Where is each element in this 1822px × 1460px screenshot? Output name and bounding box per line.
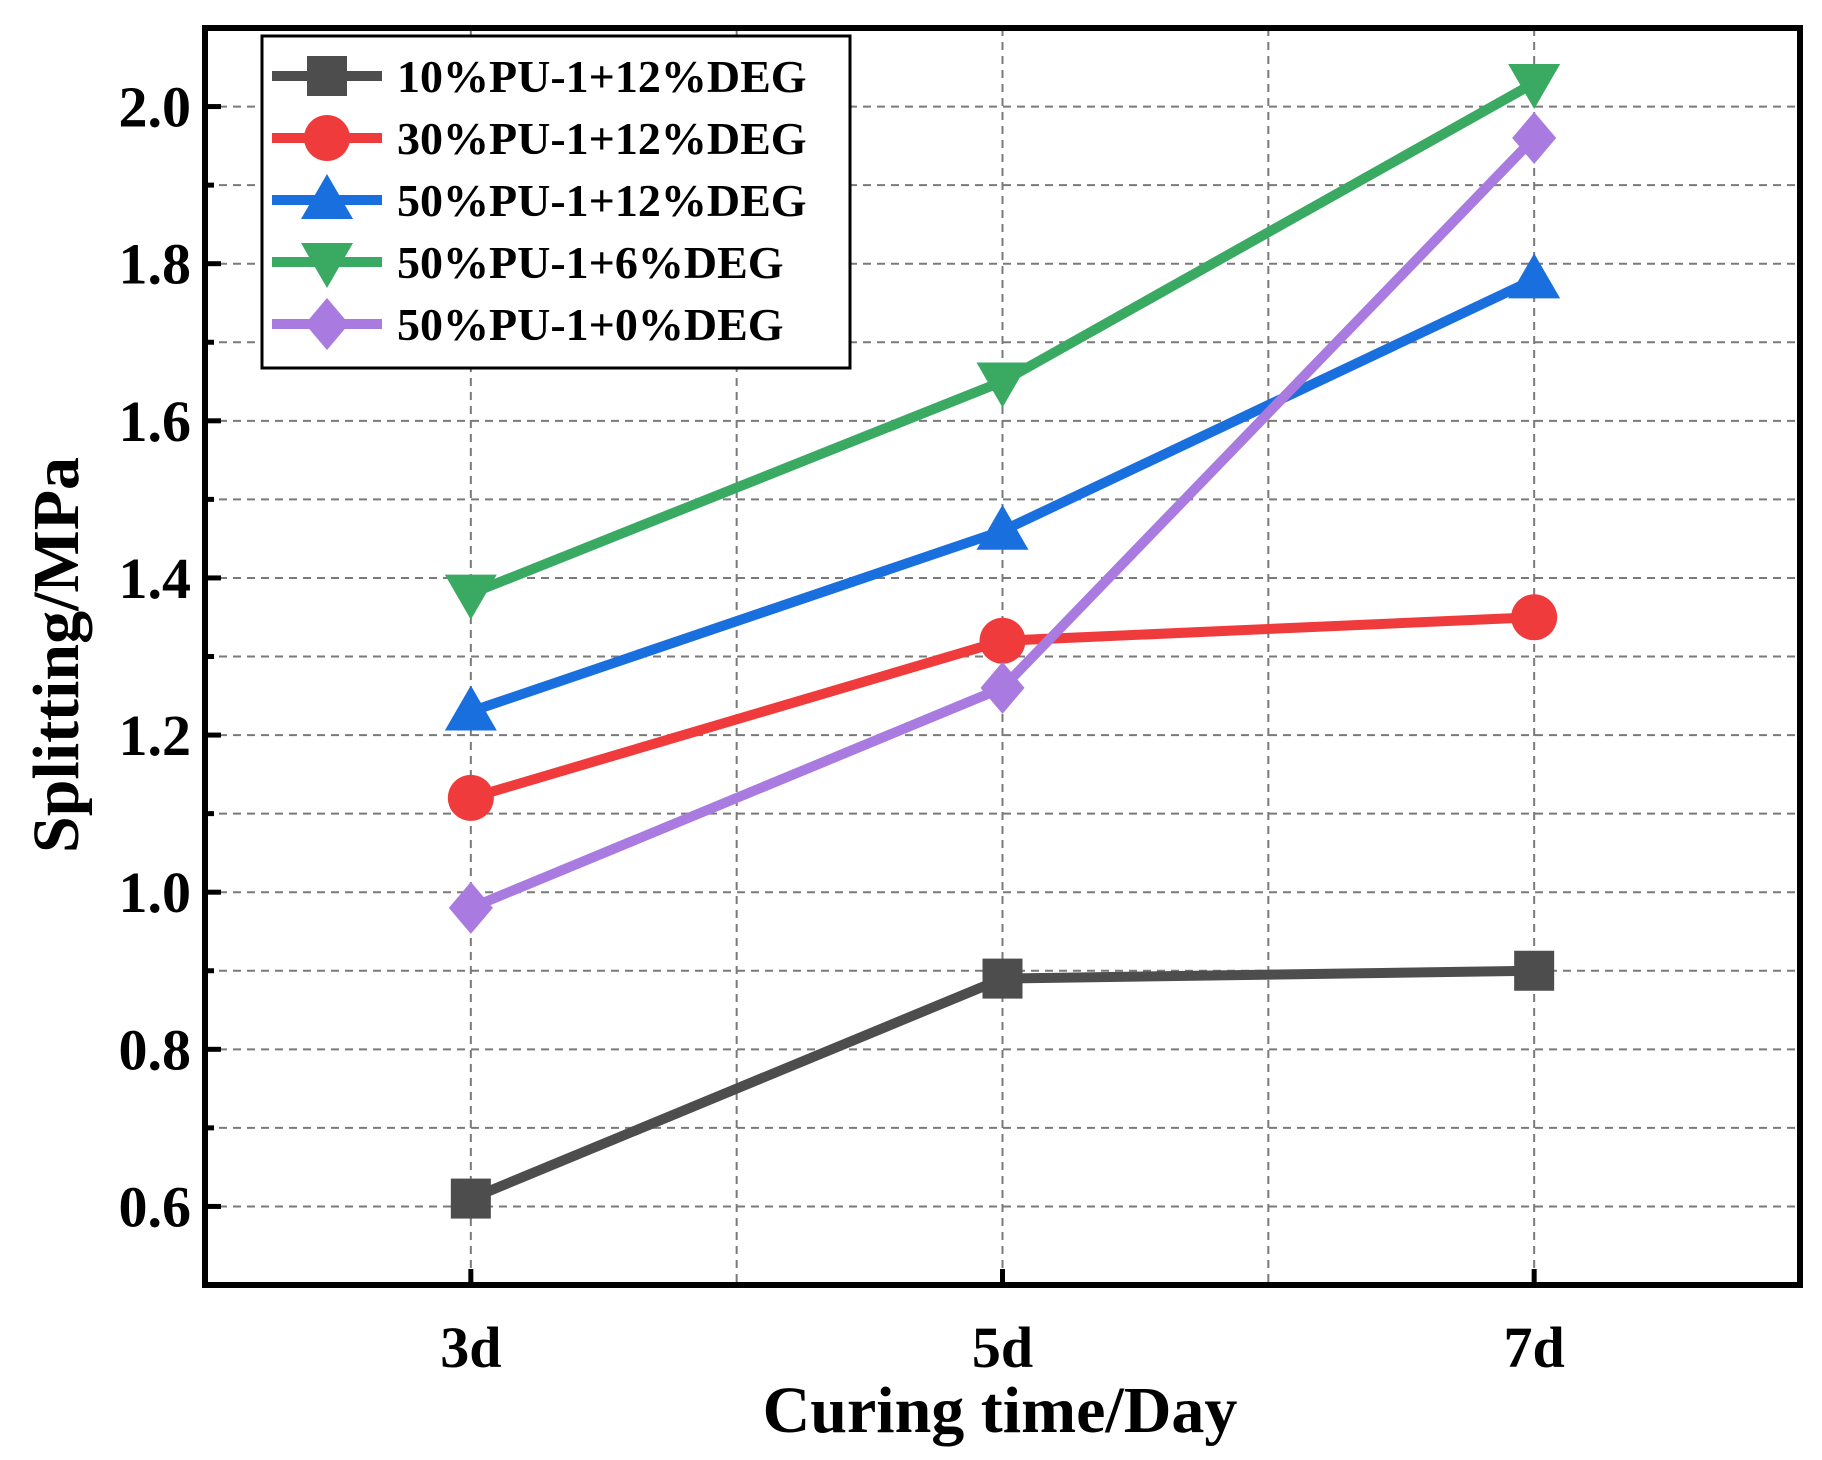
legend-label: 50%PU-1+6%DEG xyxy=(397,237,784,288)
legend-label: 10%PU-1+12%DEG xyxy=(397,51,807,102)
data-point xyxy=(976,504,1029,550)
legend-marker xyxy=(301,174,353,219)
legend-entry: 50%PU-1+12%DEG xyxy=(272,174,807,226)
y-tick-label: 1.6 xyxy=(119,389,192,454)
axes: 0.6 0.8 1.0 1.2 1.4 1.6 1.8 2.0 3d 5d 7d xyxy=(119,25,1803,1380)
data-point xyxy=(444,685,497,731)
legend-entry: 50%PU-1+0%DEG xyxy=(272,298,784,350)
y-tick-label: 1.2 xyxy=(119,703,192,768)
x-tick-label: 3d xyxy=(440,1315,501,1380)
y-axis-title: Splitting/MPa xyxy=(20,457,93,853)
legend-label: 50%PU-1+0%DEG xyxy=(397,299,784,350)
series-2 xyxy=(447,594,1558,821)
data-point xyxy=(1508,63,1561,109)
legend-marker xyxy=(305,298,349,350)
series-4 xyxy=(444,63,1561,620)
x-tick-label: 7d xyxy=(1504,1315,1565,1380)
data-point xyxy=(1514,950,1555,991)
data-point xyxy=(1512,111,1557,164)
legend-label: 50%PU-1+12%DEG xyxy=(397,175,807,226)
y-tick-label: 1.8 xyxy=(119,232,192,297)
series-1 xyxy=(450,950,1555,1219)
series-layer xyxy=(444,63,1561,1219)
legend-marker xyxy=(304,115,350,161)
data-point xyxy=(450,1178,491,1219)
legend-entry: 50%PU-1+6%DEG xyxy=(272,237,784,288)
legend-marker xyxy=(301,243,353,288)
data-point xyxy=(979,617,1026,664)
y-tick-label: 1.4 xyxy=(119,546,192,611)
data-point xyxy=(444,574,497,620)
series-3 xyxy=(444,253,1561,731)
legend-label: 30%PU-1+12%DEG xyxy=(397,113,807,164)
data-point xyxy=(448,881,493,934)
legend-entry: 10%PU-1+12%DEG xyxy=(272,51,807,102)
x-axis-title: Curing time/Day xyxy=(763,1374,1238,1447)
data-point xyxy=(1508,253,1561,299)
x-tick-label: 5d xyxy=(972,1315,1033,1380)
data-point xyxy=(976,362,1029,408)
series-5 xyxy=(448,111,1557,934)
legend-entry: 30%PU-1+12%DEG xyxy=(272,113,807,164)
y-tick-label: 1.0 xyxy=(119,860,192,925)
y-tick-label: 0.8 xyxy=(119,1017,192,1082)
data-point xyxy=(982,958,1023,999)
legend-marker xyxy=(307,56,347,96)
data-point xyxy=(1511,594,1558,641)
data-point xyxy=(980,661,1025,714)
legend: 10%PU-1+12%DEG 30%PU-1+12%DEG 50%PU-1+12%D… xyxy=(260,34,852,370)
data-point xyxy=(447,774,494,821)
y-tick-label: 0.6 xyxy=(119,1174,192,1239)
y-tick-label: 2.0 xyxy=(119,75,192,140)
